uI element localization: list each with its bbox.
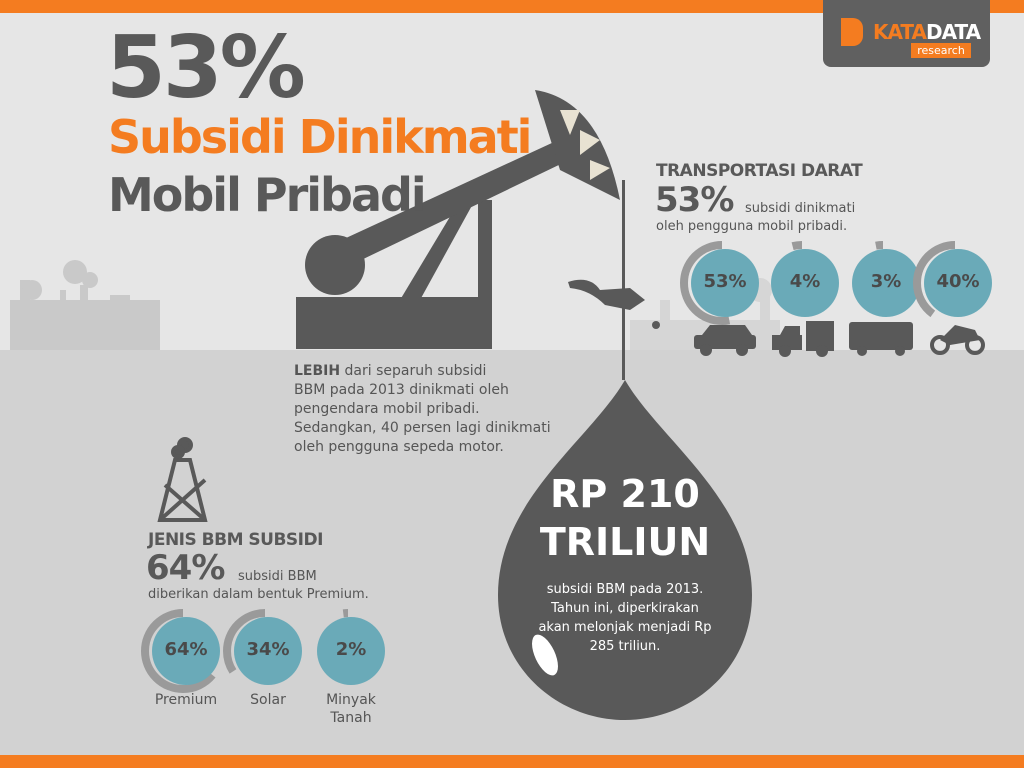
- transport-title: TRANSPORTASI DARAT: [656, 161, 863, 181]
- drop-amount: RP 210 TRILIUN: [500, 470, 750, 566]
- donut-label: 40%: [936, 271, 980, 292]
- lebih-l2: BBM pada 2013 dinikmati oleh: [294, 382, 509, 398]
- logo-text-kata: KATA: [873, 20, 927, 44]
- donut-arc: [223, 609, 307, 693]
- fuel-type-label: Premium: [154, 692, 218, 708]
- donut-label: 4%: [789, 271, 821, 292]
- bus-icon: [849, 322, 913, 356]
- donut-center: [852, 249, 920, 317]
- donut-center: [152, 617, 220, 685]
- donut-arc: [841, 241, 925, 325]
- bbm-desc1: subsidi BBM: [238, 569, 317, 584]
- bbm-title: JENIS BBM SUBSIDI: [148, 530, 323, 550]
- drop-desc-3: akan melonjak menjadi Rp: [538, 620, 712, 635]
- transport-percent: 53%: [655, 180, 734, 220]
- drop-desc-4: 285 triliun.: [589, 639, 661, 654]
- donut-arc: [760, 241, 844, 325]
- donut-bbm-2: [306, 609, 390, 693]
- lebih-bold: LEBIH: [294, 363, 341, 379]
- car-icon: [694, 325, 756, 356]
- lebih-l4: Sedangkan, 40 persen lagi dinikmati: [294, 420, 551, 436]
- donut-bbm-1: [223, 609, 307, 693]
- logo-research: research: [911, 43, 971, 58]
- drop-amount-line2: TRILIUN: [539, 520, 711, 564]
- donut-transport-2: [841, 241, 925, 325]
- fuel-type-label: Solar: [250, 692, 286, 708]
- headline-line1: Subsidi Dinikmati: [108, 110, 532, 164]
- donut-transport-1: [760, 241, 844, 325]
- headline-percent: 53%: [106, 18, 306, 118]
- logo-d-mark: [841, 18, 863, 46]
- donut-arc: [141, 609, 225, 693]
- lebih-l3: pengendara mobil pribadi.: [294, 401, 480, 417]
- lebih-l1: dari separuh subsidi: [340, 363, 487, 379]
- pump-jack-icon: [296, 90, 625, 380]
- factory-silhouette-left: [10, 260, 160, 350]
- motorcycle-icon: [930, 325, 985, 355]
- donut-label: 3%: [870, 271, 902, 292]
- donut-arc: [680, 241, 764, 325]
- donut-transport-3: [913, 241, 997, 325]
- donut-label: 2%: [335, 639, 367, 660]
- oil-rig-icon: [157, 437, 208, 522]
- lebih-text: LEBIH dari separuh subsidi BBM pada 2013…: [294, 362, 551, 457]
- fuel-nozzle-icon: [568, 279, 660, 329]
- headline-line2: Mobil Pribadi: [108, 168, 427, 222]
- drop-desc-2: Tahun ini, diperkirakan: [551, 601, 699, 616]
- drop-amount-line1: RP 210: [550, 472, 700, 516]
- donut-center: [691, 249, 759, 317]
- logo: KATADATA research: [823, 0, 990, 67]
- logo-text-data: DATA: [926, 20, 981, 44]
- transport-desc2: oleh pengguna mobil pribadi.: [656, 219, 848, 234]
- bbm-percent: 64%: [146, 548, 225, 588]
- lebih-l5: oleh pengguna sepeda motor.: [294, 439, 504, 455]
- bbm-desc2: diberikan dalam bentuk Premium.: [148, 587, 369, 602]
- donut-label: 34%: [246, 639, 290, 660]
- fuel-type-label: Minyak Tanah: [326, 692, 376, 726]
- drop-desc-1: subsidi BBM pada 2013.: [546, 582, 704, 597]
- donut-center: [317, 617, 385, 685]
- donut-bbm-0: [141, 609, 225, 693]
- donut-center: [234, 617, 302, 685]
- transport-desc1: subsidi dinikmati: [745, 201, 856, 216]
- donut-transport-0: [680, 241, 764, 325]
- donut-label: 53%: [703, 271, 747, 292]
- donut-arc: [306, 609, 390, 693]
- donut-center: [924, 249, 992, 317]
- truck-icon: [772, 321, 834, 357]
- donut-center: [771, 249, 839, 317]
- drop-desc: subsidi BBM pada 2013. Tahun ini, diperk…: [500, 580, 750, 656]
- donut-arc: [913, 241, 997, 325]
- donut-label: 64%: [164, 639, 208, 660]
- oil-drop-shape: [498, 380, 752, 720]
